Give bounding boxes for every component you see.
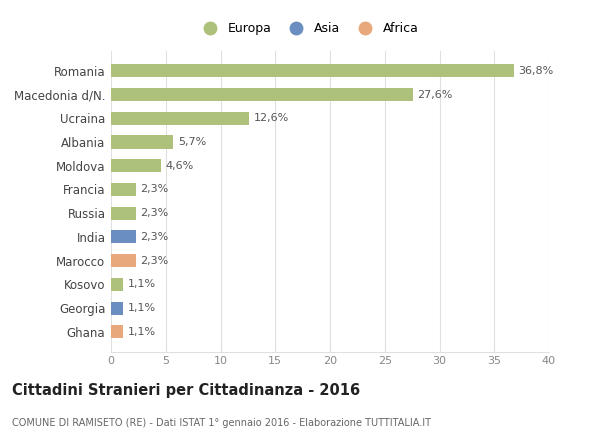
Bar bbox=[111, 88, 413, 101]
Text: 1,1%: 1,1% bbox=[127, 303, 155, 313]
Text: 2,3%: 2,3% bbox=[140, 256, 169, 266]
Text: 12,6%: 12,6% bbox=[253, 113, 289, 123]
Text: 2,3%: 2,3% bbox=[140, 184, 169, 194]
Bar bbox=[111, 112, 249, 125]
Text: 4,6%: 4,6% bbox=[166, 161, 194, 171]
Text: 27,6%: 27,6% bbox=[418, 90, 453, 99]
Legend: Europa, Asia, Africa: Europa, Asia, Africa bbox=[197, 22, 419, 35]
Bar bbox=[111, 136, 173, 149]
Text: 2,3%: 2,3% bbox=[140, 208, 169, 218]
Bar bbox=[111, 64, 514, 77]
Text: 1,1%: 1,1% bbox=[127, 279, 155, 290]
Bar bbox=[111, 207, 136, 220]
Text: 36,8%: 36,8% bbox=[518, 66, 554, 76]
Bar bbox=[111, 278, 123, 291]
Bar bbox=[111, 325, 123, 338]
Text: Cittadini Stranieri per Cittadinanza - 2016: Cittadini Stranieri per Cittadinanza - 2… bbox=[12, 383, 360, 398]
Text: 5,7%: 5,7% bbox=[178, 137, 206, 147]
Bar bbox=[111, 254, 136, 267]
Bar bbox=[111, 159, 161, 172]
Bar bbox=[111, 183, 136, 196]
Text: 1,1%: 1,1% bbox=[127, 327, 155, 337]
Bar bbox=[111, 301, 123, 315]
Text: COMUNE DI RAMISETO (RE) - Dati ISTAT 1° gennaio 2016 - Elaborazione TUTTITALIA.I: COMUNE DI RAMISETO (RE) - Dati ISTAT 1° … bbox=[12, 418, 431, 428]
Text: 2,3%: 2,3% bbox=[140, 232, 169, 242]
Bar bbox=[111, 231, 136, 243]
